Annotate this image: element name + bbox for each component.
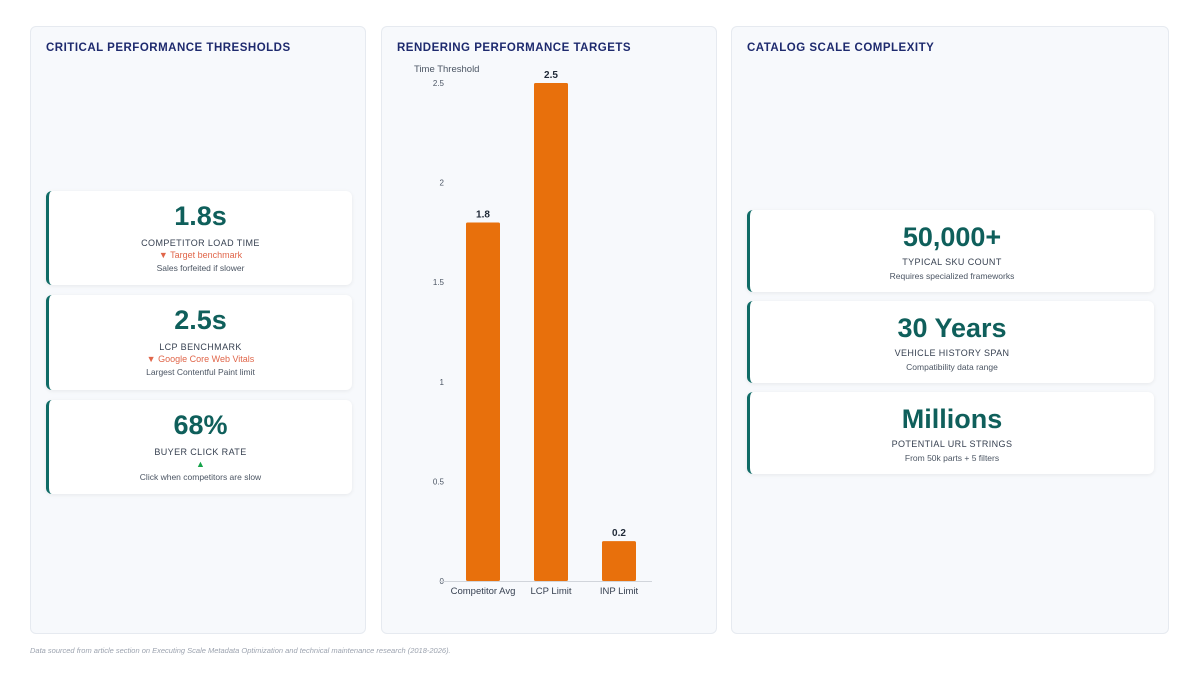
bar-chart: Time Threshold 00.511.522.5 1.8Competito… [414,64,652,597]
y-tick-label: 2.5 [433,79,445,88]
y-tick-label: 1.5 [433,278,445,287]
bar [466,222,500,581]
y-axis-label: Time Threshold [414,64,479,75]
y-tick-label: 1 [440,378,445,387]
kpi-note: Click when competitors are slow [139,472,262,482]
kpi-card-buyer-click-rate: 68% BUYER CLICK RATE ▲ Click when compet… [46,400,352,494]
kpi-value: 68% [173,410,228,440]
y-tick-label: 0.5 [433,477,445,486]
trend-down-indicator: ▼ Google Core Web Vitals [146,354,255,364]
kpi-note: Compatibility data range [906,362,998,372]
y-tick-label: 2 [440,179,445,188]
critical-thresholds-panel: CRITICAL PERFORMANCE THRESHOLDS 1.8s COM… [30,26,366,634]
kpi-value: 30 Years [897,313,1007,343]
source-footnote: Data sourced from article section on Exe… [30,646,451,655]
kpi-label: VEHICLE HISTORY SPAN [894,348,1010,358]
kpi-value: 50,000+ [902,222,1002,252]
kpi-label: LCP BENCHMARK [159,342,242,352]
x-tick-label: Competitor Avg [451,586,516,597]
kpi-note: Sales forfeited if slower [156,263,245,273]
catalog-complexity-panel: CATALOG SCALE COMPLEXITY 50,000+ TYPICAL… [731,26,1169,634]
kpi-value: 2.5s [174,305,227,335]
x-tick-label: LCP Limit [530,586,571,597]
kpi-card-lcp-benchmark: 2.5s LCP BENCHMARK ▼ Google Core Web Vit… [46,295,352,390]
kpi-note: Largest Contentful Paint limit [146,367,255,377]
kpi-note: Requires specialized frameworks [889,271,1015,281]
kpi-label: TYPICAL SKU COUNT [902,257,1002,267]
bar [534,83,568,581]
kpi-card-competitor-load-time: 1.8s COMPETITOR LOAD TIME ▼ Target bench… [46,191,352,285]
kpi-card-sku-count: 50,000+ TYPICAL SKU COUNT Requires speci… [747,210,1154,292]
bar-data-label: 0.2 [612,528,626,539]
x-tick-label: INP Limit [600,586,639,597]
bar-data-label: 2.5 [544,70,558,81]
trend-down-indicator: ▼ Target benchmark [158,250,243,260]
trend-up-icon: ▲ [196,459,205,469]
panel-title: CATALOG SCALE COMPLEXITY [747,42,935,54]
kpi-label: POTENTIAL URL STRINGS [891,439,1013,449]
kpi-label: COMPETITOR LOAD TIME [141,238,260,248]
rendering-targets-panel: RENDERING PERFORMANCE TARGETS Time Thres… [381,26,717,634]
kpi-card-vehicle-history: 30 Years VEHICLE HISTORY SPAN Compatibil… [747,301,1154,383]
kpi-note: From 50k parts + 5 filters [904,453,1000,463]
panel-title: RENDERING PERFORMANCE TARGETS [397,42,632,54]
kpi-value: Millions [901,404,1003,434]
bar [602,541,636,581]
bar-data-label: 1.8 [476,209,490,220]
kpi-value: 1.8s [174,201,227,231]
kpi-label: BUYER CLICK RATE [154,447,247,457]
panel-title: CRITICAL PERFORMANCE THRESHOLDS [46,42,291,54]
kpi-card-url-strings: Millions POTENTIAL URL STRINGS From 50k … [747,392,1154,474]
